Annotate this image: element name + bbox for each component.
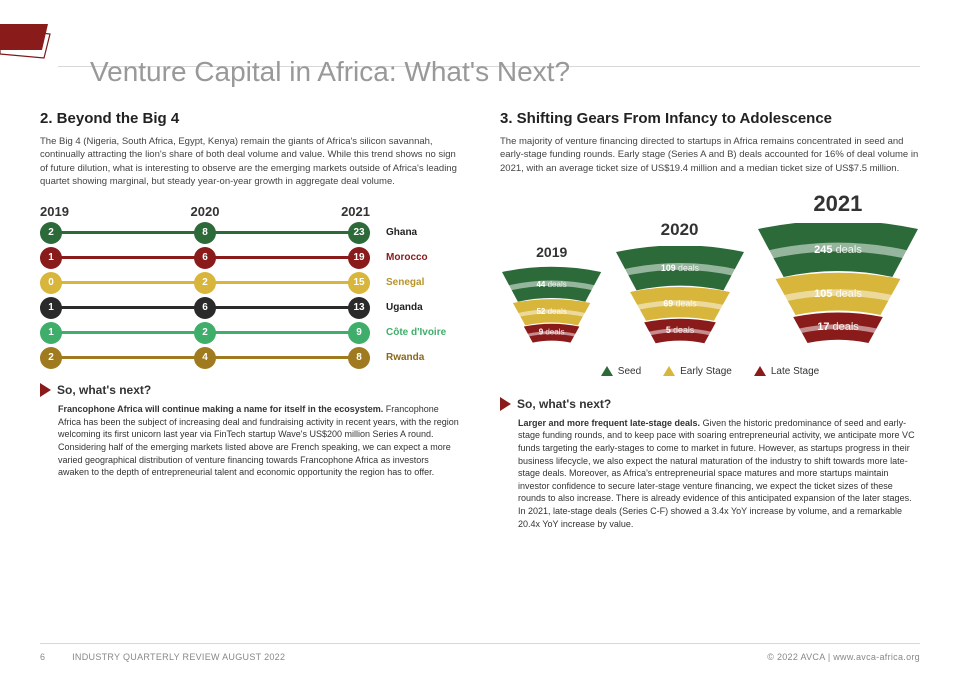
- legend-label: Seed: [618, 366, 641, 377]
- chart-dot: 1: [40, 322, 62, 344]
- legend-item: Early Stage: [663, 366, 732, 377]
- chart-row: 2823Ghana: [40, 227, 460, 238]
- chart-dot: 4: [194, 347, 216, 369]
- funnel: 2021 245 deals 105 deals 17 deals: [758, 191, 918, 350]
- svg-text:9 deals: 9 deals: [539, 328, 565, 337]
- chart-dot: 15: [348, 272, 370, 294]
- chart-dot: 2: [194, 272, 216, 294]
- chart-dot: 8: [348, 347, 370, 369]
- section-intro: The majority of venture financing direct…: [500, 135, 920, 175]
- so-whats-next-left: So, what's next? Francophone Africa will…: [40, 383, 460, 479]
- chart-dot: 9: [348, 322, 370, 344]
- svg-text:5 deals: 5 deals: [665, 325, 694, 335]
- section-heading: 3. Shifting Gears From Infancy to Adoles…: [500, 110, 920, 127]
- page-number: 6: [40, 652, 45, 662]
- publication-name: INDUSTRY QUARTERLY REVIEW AUGUST 2022: [72, 652, 285, 662]
- svg-text:109 deals: 109 deals: [661, 263, 700, 273]
- funnel-year-label: 2019: [502, 244, 601, 260]
- svg-text:105 deals: 105 deals: [814, 288, 862, 300]
- chart-dot: 0: [40, 272, 62, 294]
- chart-year-label: 2021: [260, 204, 370, 219]
- chart-row: 1619Morocco: [40, 252, 460, 263]
- triangle-icon: [601, 366, 613, 376]
- chart-row-label: Uganda: [386, 302, 423, 313]
- svg-text:52 deals: 52 deals: [537, 307, 567, 316]
- chart-dot: 2: [40, 222, 62, 244]
- chart-dot: 2: [194, 322, 216, 344]
- chart-row-label: Côte d'Ivoire: [386, 327, 446, 338]
- chart-dot: 1: [40, 297, 62, 319]
- so-heading: So, what's next?: [517, 397, 611, 411]
- funnel: 2019 44 deals 52 deals 9 deals: [502, 244, 601, 350]
- chart-dot: 1: [40, 247, 62, 269]
- legend-label: Late Stage: [771, 366, 819, 377]
- legend-item: Late Stage: [754, 366, 819, 377]
- chart-row: 1613Uganda: [40, 302, 460, 313]
- funnel-year-label: 2021: [758, 191, 918, 217]
- chart-row-label: Senegal: [386, 277, 424, 288]
- section-shifting-gears: 3. Shifting Gears From Infancy to Adoles…: [500, 110, 920, 530]
- chart-row: 0215Senegal: [40, 277, 460, 288]
- legend-item: Seed: [601, 366, 641, 377]
- chart-row-label: Ghana: [386, 227, 417, 238]
- svg-text:17 deals: 17 deals: [817, 321, 859, 333]
- section-heading: 2. Beyond the Big 4: [40, 110, 460, 127]
- chart-row: 248Rwanda: [40, 352, 460, 363]
- chart-row-label: Rwanda: [386, 352, 424, 363]
- chart-row-label: Morocco: [386, 252, 428, 263]
- chart-year-label: 2020: [150, 204, 260, 219]
- corner-graphic: [0, 24, 58, 66]
- section-beyond-big4: 2. Beyond the Big 4 The Big 4 (Nigeria, …: [40, 110, 460, 530]
- legend-label: Early Stage: [680, 366, 732, 377]
- funnel-chart: 2019 44 deals 52 deals 9 deals 2020 109 deals…: [500, 191, 920, 350]
- svg-text:69 deals: 69 deals: [663, 298, 697, 308]
- page-title: Venture Capital in Africa: What's Next?: [90, 56, 570, 88]
- funnel-year-label: 2020: [616, 220, 744, 240]
- triangle-icon: [754, 366, 766, 376]
- chart-dot: 8: [194, 222, 216, 244]
- chart-row: 129Côte d'Ivoire: [40, 327, 460, 338]
- chart-year-label: 2019: [40, 204, 150, 219]
- play-icon: [500, 397, 511, 411]
- chart-dot: 6: [194, 297, 216, 319]
- svg-text:44 deals: 44 deals: [537, 280, 567, 289]
- copyright: © 2022 AVCA | www.avca-africa.org: [767, 652, 920, 662]
- dot-chart: 201920202021 2823Ghana1619Morocco0215Sen…: [40, 204, 460, 363]
- chart-dot: 19: [348, 247, 370, 269]
- so-body: Francophone Africa has been the subject …: [58, 404, 459, 477]
- section-intro: The Big 4 (Nigeria, South Africa, Egypt,…: [40, 135, 460, 188]
- funnel: 2020 109 deals 69 deals 5 deals: [616, 220, 744, 350]
- so-whats-next-right: So, what's next? Larger and more frequen…: [500, 397, 920, 530]
- page-footer: 6 INDUSTRY QUARTERLY REVIEW AUGUST 2022 …: [40, 643, 920, 662]
- chart-dot: 2: [40, 347, 62, 369]
- triangle-icon: [663, 366, 675, 376]
- chart-dot: 6: [194, 247, 216, 269]
- so-body: Given the historic predominance of seed …: [518, 418, 915, 529]
- so-lead: Larger and more frequent late-stage deal…: [518, 418, 700, 428]
- svg-text:245 deals: 245 deals: [814, 244, 862, 256]
- play-icon: [40, 383, 51, 397]
- chart-dot: 23: [348, 222, 370, 244]
- so-lead: Francophone Africa will continue making …: [58, 404, 383, 414]
- funnel-legend: Seed Early Stage Late Stage: [500, 366, 920, 377]
- so-heading: So, what's next?: [57, 383, 151, 397]
- chart-dot: 13: [348, 297, 370, 319]
